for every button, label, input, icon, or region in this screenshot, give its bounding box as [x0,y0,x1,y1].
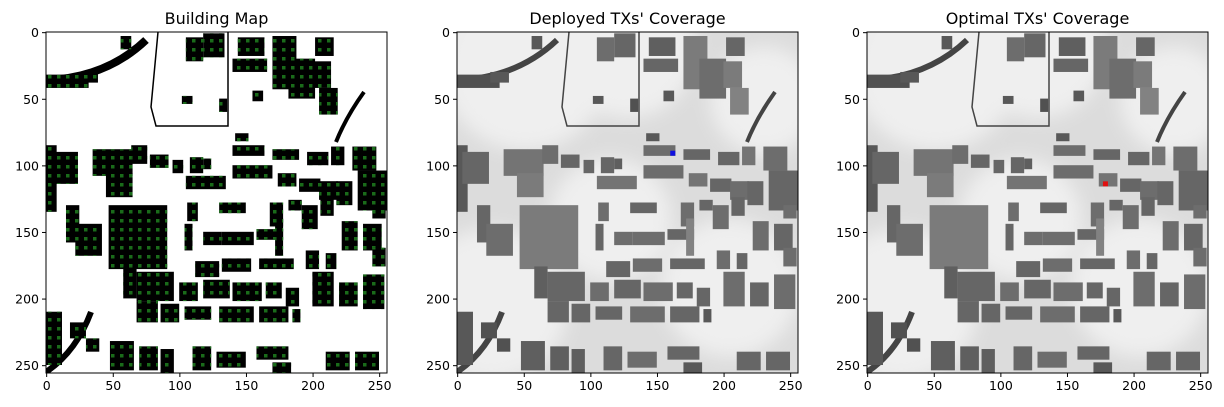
y-tick-label: 150 [15,225,39,240]
y-tick-label: 200 [15,292,39,307]
x-tick-label: 0 [864,378,872,393]
x-tick-label: 250 [368,378,392,393]
panel-title: Optimal TXs' Coverage [946,9,1130,28]
y-tick-label: 0 [31,25,39,40]
x-tick-label: 100 [989,378,1013,393]
x-tick-label: 250 [779,378,803,393]
y-tick-label: 250 [15,358,39,373]
y-tick-label: 200 [836,292,860,307]
x-tick-label: 200 [712,378,736,393]
y-tick-label: 150 [426,225,450,240]
x-tick-label: 200 [1122,378,1146,393]
y-tick-label: 150 [836,225,860,240]
axes-frame [456,31,799,374]
y-tick-label: 250 [836,358,860,373]
map-image [46,32,387,373]
y-tick-label: 50 [844,92,860,107]
x-tick-label: 150 [235,378,259,393]
y-tick-label: 0 [442,25,450,40]
panel-title: Deployed TXs' Coverage [529,9,725,28]
x-tick-label: 50 [105,378,121,393]
y-tick-label: 100 [15,158,39,173]
y-tick-label: 100 [836,158,860,173]
panel-title: Building Map [165,9,269,28]
panel-2: Deployed TXs' Coverage 0 50 100 150 200 250 0 50… [426,9,803,393]
panel-3: Optimal TXs' Coverage 0 50 100 150 200 250 0 50 1… [836,9,1213,393]
panel-1: Building Map 0 50 100 150 200 250 0 50 100 150 200 2… [15,9,392,393]
transmitter-marker [670,150,676,156]
x-tick-label: 50 [516,378,532,393]
axes-frame [866,31,1209,374]
axes-frame [45,31,388,374]
x-tick-label: 0 [454,378,462,393]
y-tick-label: 50 [23,92,39,107]
x-tick-label: 100 [579,378,603,393]
x-tick-label: 0 [43,378,51,393]
x-tick-label: 100 [168,378,192,393]
x-tick-label: 250 [1189,378,1213,393]
y-tick-label: 100 [426,158,450,173]
x-tick-label: 200 [301,378,325,393]
x-tick-label: 150 [1056,378,1080,393]
y-tick-label: 0 [852,25,860,40]
transmitter-marker [1102,181,1108,187]
y-tick-label: 250 [426,358,450,373]
y-tick-label: 200 [426,292,450,307]
y-tick-label: 50 [434,92,450,107]
map-image [457,32,798,373]
map-image [867,32,1208,373]
x-tick-label: 150 [646,378,670,393]
x-tick-label: 50 [926,378,942,393]
